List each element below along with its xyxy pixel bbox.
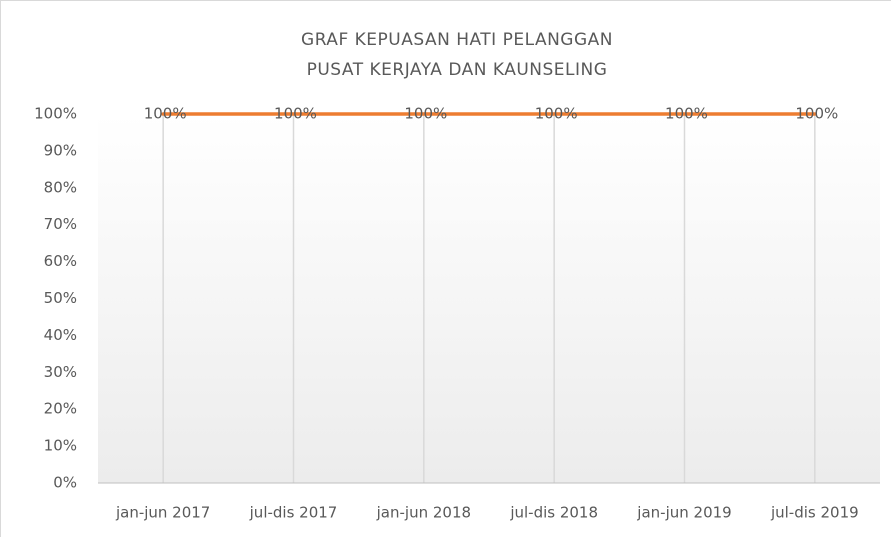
plot-area <box>98 114 880 483</box>
x-tick-label: jan-jun 2017 <box>115 504 210 522</box>
x-tick-label: jul-dis 2017 <box>249 504 338 522</box>
x-tick-label: jul-dis 2018 <box>509 504 598 522</box>
y-tick-label: 60% <box>44 252 77 270</box>
data-label: 100% <box>144 105 187 123</box>
data-label: 100% <box>274 105 317 123</box>
chart-title: GRAF KEPUASAN HATI PELANGGAN <box>301 30 613 50</box>
y-tick-label: 100% <box>34 105 77 123</box>
y-tick-label: 80% <box>44 178 77 196</box>
x-tick-label: jul-dis 2019 <box>770 504 859 522</box>
chart-subtitle: PUSAT KERJAYA DAN KAUNSELING <box>307 60 608 80</box>
y-tick-label: 20% <box>44 400 77 418</box>
data-label: 100% <box>795 105 838 123</box>
x-tick-label: jan-jun 2019 <box>636 504 731 522</box>
data-label: 100% <box>535 105 578 123</box>
y-tick-label: 0% <box>53 474 77 492</box>
y-tick-label: 10% <box>44 437 77 455</box>
data-label: 100% <box>404 105 447 123</box>
y-tick-label: 70% <box>44 215 77 233</box>
y-tick-label: 50% <box>44 289 77 307</box>
x-tick-label: jan-jun 2018 <box>376 504 471 522</box>
y-tick-label: 40% <box>44 326 77 344</box>
y-tick-label: 30% <box>44 363 77 381</box>
data-label: 100% <box>665 105 708 123</box>
y-tick-label: 90% <box>44 141 77 159</box>
